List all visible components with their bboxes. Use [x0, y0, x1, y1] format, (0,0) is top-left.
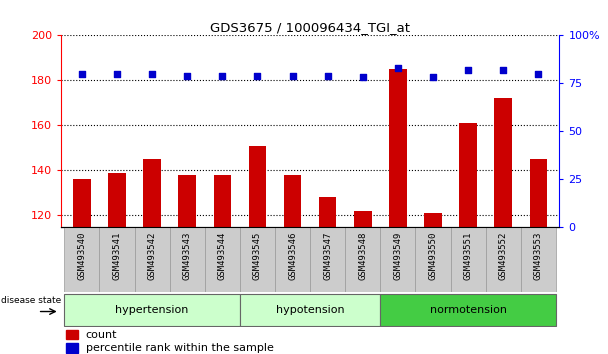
Text: GSM493548: GSM493548 [358, 232, 367, 280]
Point [463, 67, 473, 73]
Bar [213, 175, 231, 227]
Bar [240, 227, 275, 292]
Bar [275, 227, 310, 292]
Point [147, 71, 157, 76]
Bar [380, 294, 556, 326]
Point [393, 65, 402, 71]
Bar [354, 211, 371, 227]
Text: GSM493550: GSM493550 [429, 232, 438, 280]
Text: GSM493553: GSM493553 [534, 232, 543, 280]
Bar [284, 175, 302, 227]
Text: GSM493546: GSM493546 [288, 232, 297, 280]
Bar [108, 173, 126, 227]
Bar [319, 197, 336, 227]
Point [182, 73, 192, 78]
Bar [249, 145, 266, 227]
Text: normotension: normotension [430, 305, 506, 315]
Text: GSM493551: GSM493551 [463, 232, 472, 280]
Bar [459, 123, 477, 227]
Point [288, 73, 297, 78]
Bar [415, 227, 451, 292]
Text: GSM493549: GSM493549 [393, 232, 402, 280]
Bar [494, 98, 512, 227]
Text: percentile rank within the sample: percentile rank within the sample [86, 343, 274, 353]
Bar [170, 227, 205, 292]
Text: GSM493544: GSM493544 [218, 232, 227, 280]
Bar [345, 227, 380, 292]
Text: count: count [86, 330, 117, 340]
Text: GSM493552: GSM493552 [499, 232, 508, 280]
Bar [64, 294, 240, 326]
Text: GSM493545: GSM493545 [253, 232, 262, 280]
Bar [100, 227, 134, 292]
Point [218, 73, 227, 78]
Bar [240, 294, 380, 326]
Bar [530, 159, 547, 227]
Text: hypotension: hypotension [276, 305, 344, 315]
Bar [143, 159, 161, 227]
Bar [310, 227, 345, 292]
Bar [64, 227, 100, 292]
Text: GSM493542: GSM493542 [148, 232, 157, 280]
Bar [205, 227, 240, 292]
Bar [424, 213, 442, 227]
Point [112, 71, 122, 76]
Text: GSM493543: GSM493543 [182, 232, 192, 280]
Bar [486, 227, 520, 292]
Bar [66, 343, 78, 353]
Point [533, 71, 543, 76]
Point [428, 75, 438, 80]
Point [499, 67, 508, 73]
Text: GSM493540: GSM493540 [77, 232, 86, 280]
Point [252, 73, 262, 78]
Bar [451, 227, 486, 292]
Bar [66, 330, 78, 339]
Text: GSM493547: GSM493547 [323, 232, 332, 280]
Point [77, 71, 87, 76]
Bar [380, 227, 415, 292]
Bar [520, 227, 556, 292]
Text: disease state: disease state [1, 296, 61, 306]
Point [323, 73, 333, 78]
Bar [178, 175, 196, 227]
Title: GDS3675 / 100096434_TGI_at: GDS3675 / 100096434_TGI_at [210, 21, 410, 34]
Bar [73, 179, 91, 227]
Point [358, 75, 368, 80]
Bar [389, 69, 407, 227]
Bar [134, 227, 170, 292]
Text: GSM493541: GSM493541 [112, 232, 122, 280]
Text: hypertension: hypertension [116, 305, 188, 315]
